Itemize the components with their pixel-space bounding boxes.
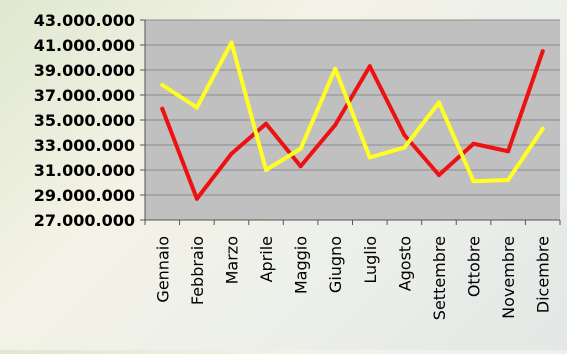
series-1-point xyxy=(160,106,165,111)
y-tick-label: 35.000.000 xyxy=(34,111,135,130)
series-1-point xyxy=(436,173,441,177)
series-2-point xyxy=(229,40,234,45)
x-tick-label: Maggio xyxy=(292,236,311,294)
y-tick-label: 37.000.000 xyxy=(34,86,135,105)
x-tick-label: Luglio xyxy=(361,236,380,284)
x-tick-label: Aprile xyxy=(257,236,276,282)
x-tick-label: Giugno xyxy=(326,236,345,293)
y-tick-label: 33.000.000 xyxy=(34,136,135,155)
series-1-point xyxy=(506,149,511,154)
series-1-point xyxy=(367,64,372,69)
series-2-point xyxy=(367,155,372,160)
y-tick-label: 41.000.000 xyxy=(34,36,135,55)
series-1-point xyxy=(402,133,407,137)
y-tick-label: 27.000.000 xyxy=(34,211,135,230)
series-1-point xyxy=(298,164,303,169)
y-tick-label: 29.000.000 xyxy=(34,186,135,205)
series-line-2 xyxy=(160,40,545,184)
y-tick-label: 31.000.000 xyxy=(34,161,135,180)
x-tick-label: Febbraio xyxy=(188,236,207,305)
series-2-point xyxy=(436,100,441,105)
series-line-1 xyxy=(160,49,545,201)
x-tick-label: Ottobre xyxy=(465,236,484,297)
series-1-point xyxy=(471,141,476,146)
series-1-point xyxy=(540,49,545,54)
x-tick-label: Gennaio xyxy=(153,236,172,303)
series-2-point xyxy=(471,179,476,184)
series-2-point xyxy=(264,168,269,172)
series-2-point xyxy=(333,66,338,71)
x-tick-label: Marzo xyxy=(222,236,241,284)
x-tick-label: Agosto xyxy=(395,236,414,291)
y-tick-label: 39.000.000 xyxy=(34,61,135,80)
series-1-point xyxy=(194,196,199,201)
series-1-point xyxy=(264,121,269,126)
series-1-point xyxy=(229,151,234,156)
series-2-point xyxy=(506,178,511,182)
series-2-point xyxy=(194,105,199,110)
series-2-point xyxy=(402,145,407,150)
x-tick-label: Novembre xyxy=(499,236,518,319)
series-2-point xyxy=(540,126,545,131)
y-tick-label: 43.000.000 xyxy=(34,11,135,30)
series-2-point xyxy=(298,146,303,151)
x-tick-label: Settembre xyxy=(430,236,449,320)
x-tick-label: Dicembre xyxy=(534,236,553,313)
series-1-point xyxy=(333,123,338,127)
series-2-point xyxy=(160,83,165,87)
